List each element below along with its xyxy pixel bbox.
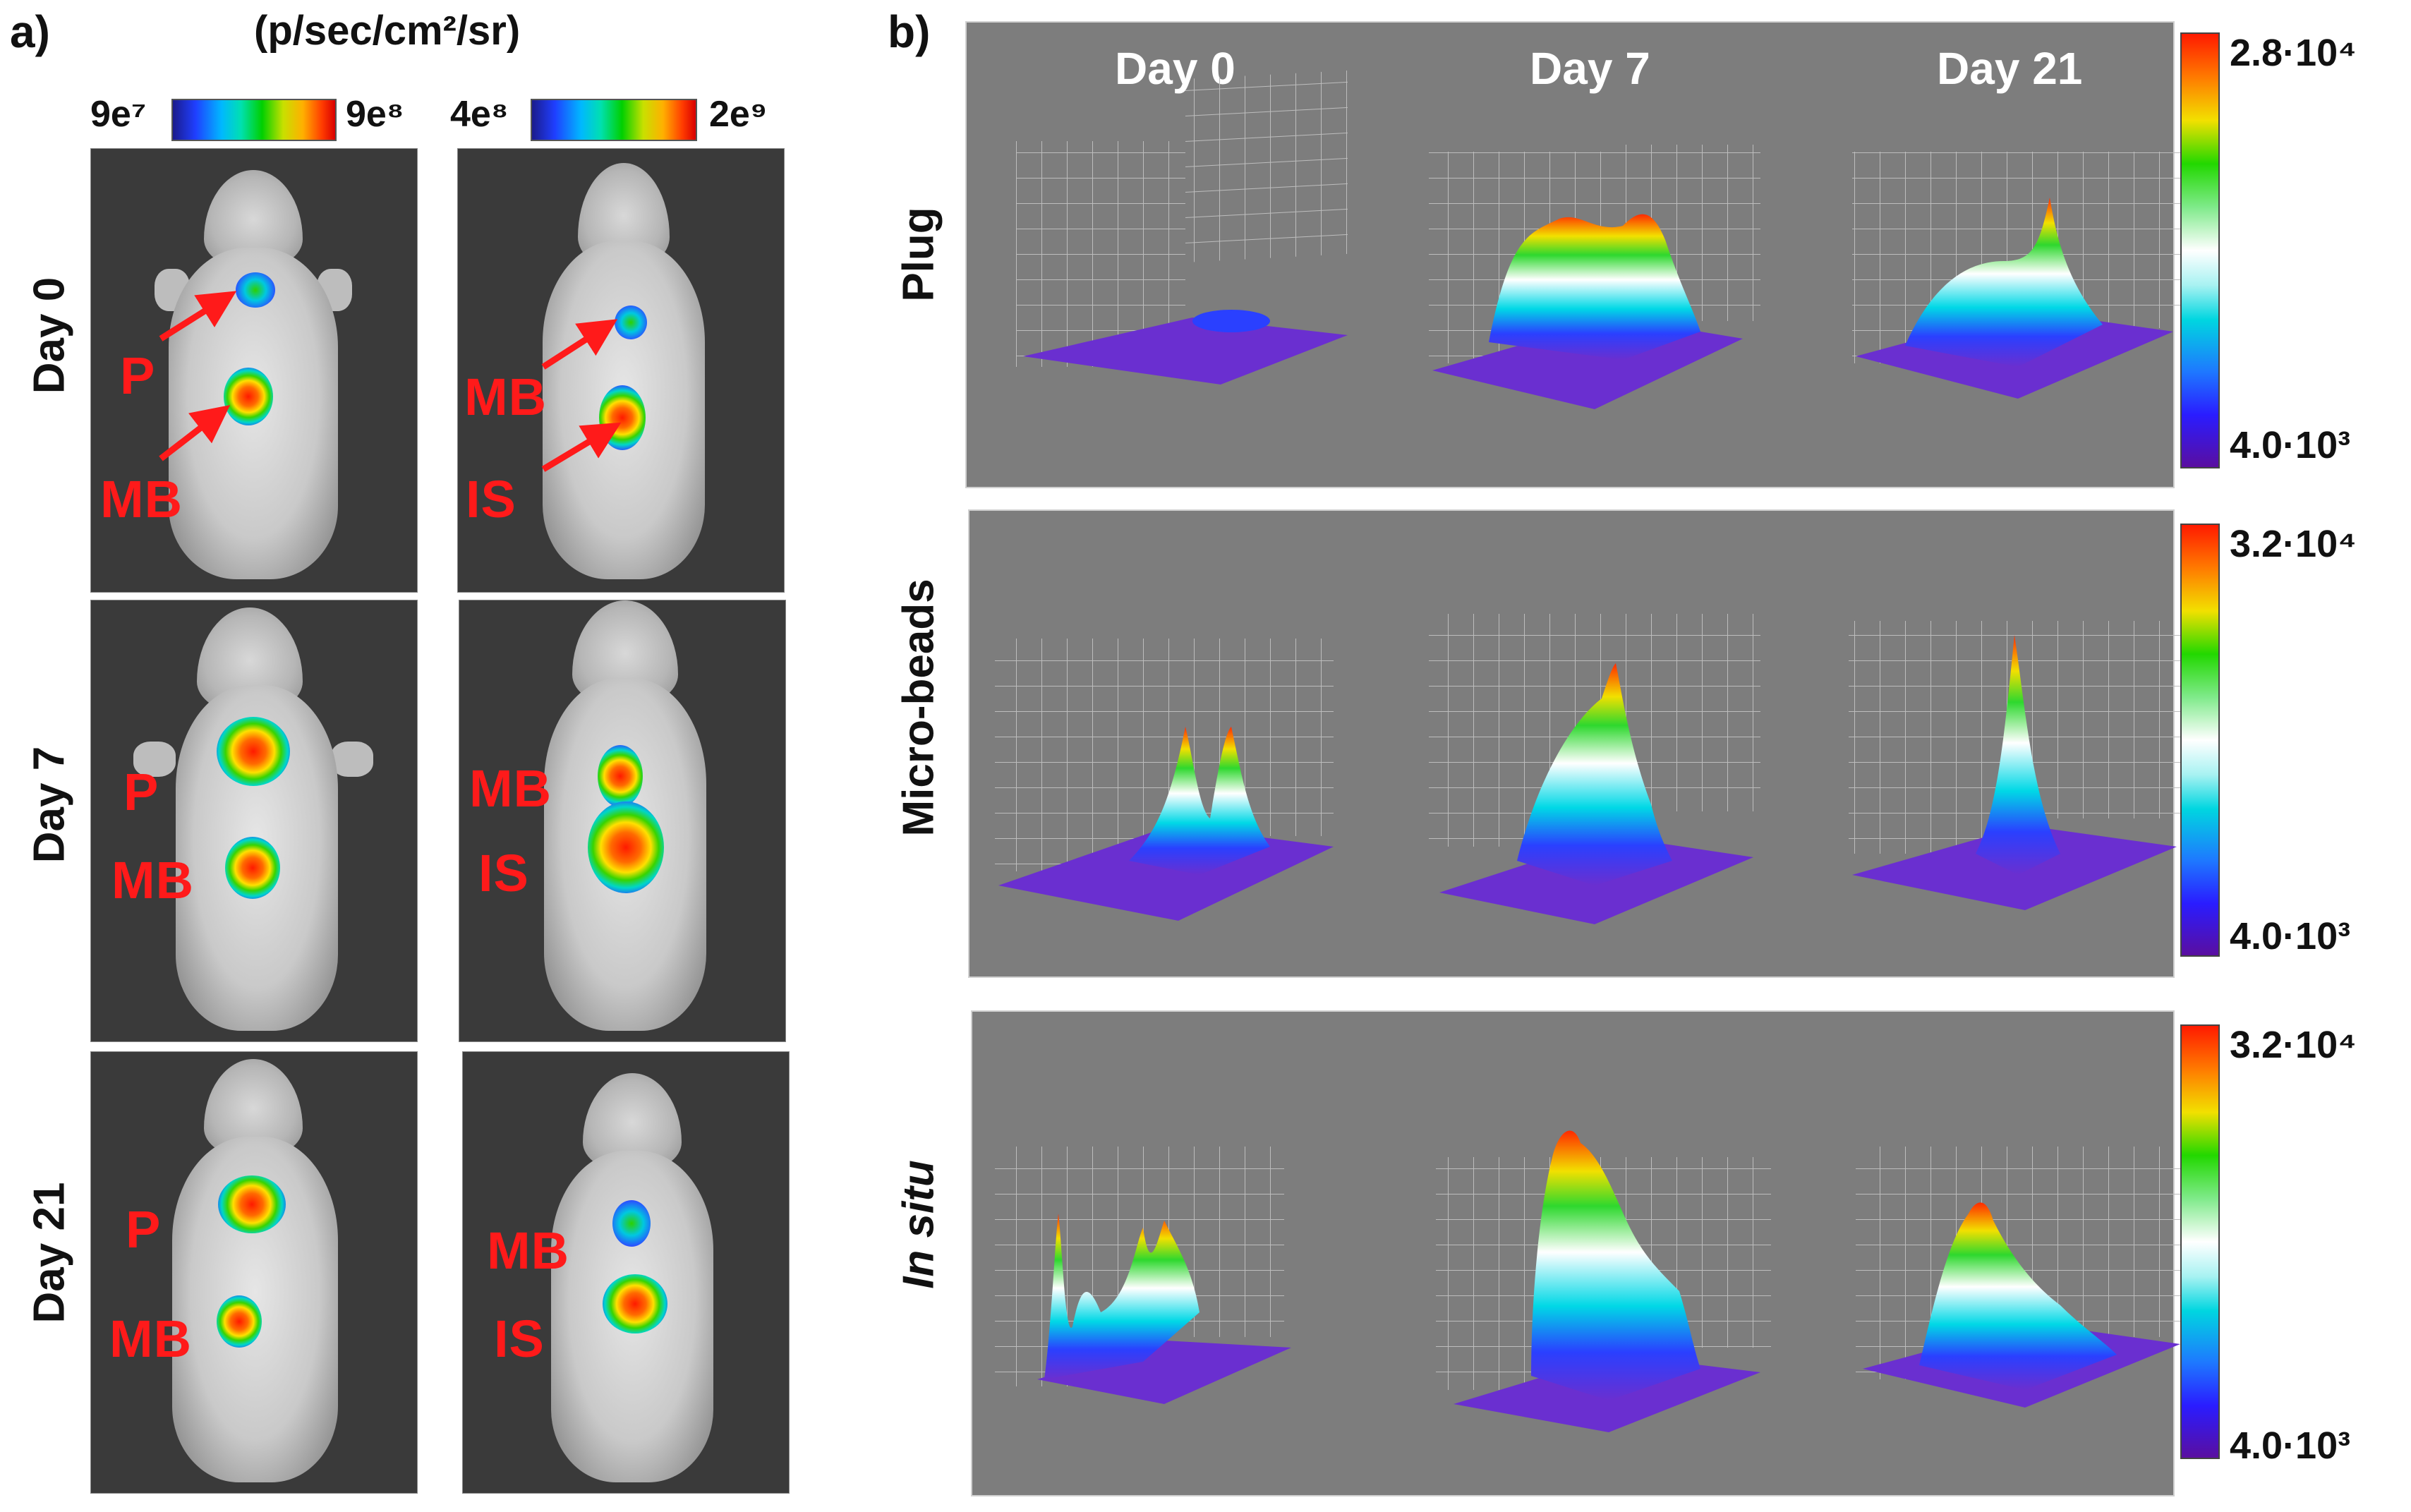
surface-micro-beads-day0 xyxy=(995,639,1334,921)
arrow-mb-day0-right xyxy=(541,319,618,370)
label-mb-day0: MB xyxy=(100,470,183,528)
scale-right-max: 2e⁹ xyxy=(709,94,768,135)
label-is-day0: IS xyxy=(466,470,516,528)
colorbar-plug xyxy=(2180,32,2220,468)
scale-left-min: 9e⁷ xyxy=(90,94,147,135)
colorbar-micro-beads-max: 3.2·10⁴ xyxy=(2230,523,2357,565)
colorbar-in-situ-min: 4.0·10³ xyxy=(2230,1425,2351,1467)
surface-plug-day0 xyxy=(1016,70,1348,385)
surface-in-situ-day0 xyxy=(995,1147,1291,1404)
surface-micro-beads-day7 xyxy=(1429,614,1760,924)
mouse-image-day7-right xyxy=(459,600,786,1042)
scale-right-min: 4e⁸ xyxy=(450,94,509,135)
label-mb-day7-right: MB xyxy=(469,759,552,818)
mouse-image-day0-right xyxy=(457,148,785,593)
label-mb-day7: MB xyxy=(111,851,195,909)
colorbar-plug-min: 4.0·10³ xyxy=(2230,424,2351,466)
arrow-is-day0 xyxy=(541,422,622,472)
surface-in-situ-day21 xyxy=(1856,1147,2184,1408)
label-is-day21: IS xyxy=(494,1310,545,1368)
surface-in-situ-day7 xyxy=(1436,1130,1771,1432)
mouse-image-day0-left xyxy=(90,148,418,593)
colorbar-in-situ-max: 3.2·10⁴ xyxy=(2230,1024,2357,1066)
label-p-day0: P xyxy=(120,346,156,405)
scale-left-bar xyxy=(171,99,337,141)
panel-a-label: a) xyxy=(10,6,50,57)
label-mb-day21: MB xyxy=(109,1310,193,1368)
mouse-image-day21-left xyxy=(90,1051,418,1494)
colorbar-micro-beads xyxy=(2180,524,2220,957)
arrow-p-day0 xyxy=(159,291,237,341)
colorbar-plug-max: 2.8·10⁴ xyxy=(2230,32,2357,74)
scale-left-max: 9e⁸ xyxy=(346,94,404,135)
label-mb-day21-right: MB xyxy=(487,1221,570,1280)
arrow-mb-day0 xyxy=(159,404,231,461)
label-p-day7: P xyxy=(123,763,159,821)
column-title-day7: Day 7 xyxy=(1530,43,1650,94)
surface-plug-day7 xyxy=(1429,145,1760,409)
column-title-day21: Day 21 xyxy=(1937,43,2083,94)
label-is-day7: IS xyxy=(478,844,529,902)
units-label: (p/sec/cm²/sr) xyxy=(254,8,521,54)
mouse-image-day21-right xyxy=(462,1051,790,1494)
scale-right-bar xyxy=(531,99,697,141)
panel-b-label: b) xyxy=(888,6,931,57)
label-mb-day0-right: MB xyxy=(464,368,548,426)
label-p-day21: P xyxy=(126,1200,162,1259)
mouse-image-day7-left xyxy=(90,600,418,1042)
annotation-arrows xyxy=(159,291,622,472)
colorbar-in-situ xyxy=(2180,1024,2220,1459)
surface-micro-beads-day21 xyxy=(1849,621,2184,910)
surface-plug-day21 xyxy=(1852,152,2184,399)
colorbar-micro-beads-min: 4.0·10³ xyxy=(2230,915,2351,957)
